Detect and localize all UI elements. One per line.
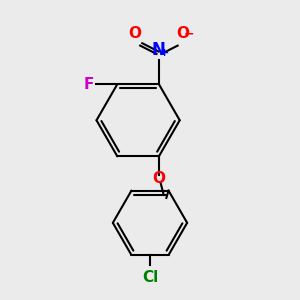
Text: F: F	[84, 77, 94, 92]
Text: O: O	[152, 171, 165, 186]
Text: N: N	[152, 41, 166, 59]
Text: +: +	[160, 48, 169, 58]
Text: O: O	[176, 26, 189, 41]
Text: O: O	[129, 26, 142, 41]
Text: −: −	[183, 27, 194, 40]
Text: Cl: Cl	[142, 270, 158, 285]
